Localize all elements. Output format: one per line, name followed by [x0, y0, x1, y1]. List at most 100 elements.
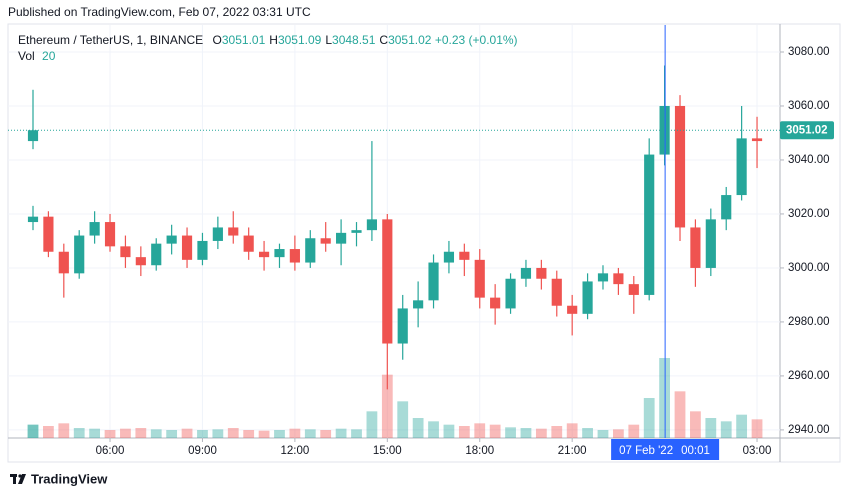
- x-tick-label: 09:00: [188, 445, 217, 457]
- ohlc-label: C: [379, 33, 388, 47]
- symbol: Ethereum / TetherUS, 1, BINANCE: [18, 33, 203, 47]
- candle-body: [382, 219, 393, 344]
- candle-body: [751, 138, 763, 142]
- candle-body: [258, 251, 270, 258]
- volume-bar: [520, 428, 532, 438]
- candle-body: [135, 257, 146, 266]
- volume-bar: [381, 374, 393, 438]
- volume-bar: [166, 430, 178, 438]
- y-tick-label: 3080.00: [788, 46, 830, 58]
- volume-bar: [690, 411, 701, 438]
- volume-bar: [505, 427, 516, 438]
- y-tick-label: 2960.00: [788, 370, 830, 382]
- volume-layer: [27, 358, 763, 438]
- volume-bar: [27, 424, 39, 438]
- candle-body: [582, 281, 593, 314]
- candle-body: [721, 195, 732, 220]
- volume-bar: [212, 429, 224, 438]
- ohlc-label: H: [269, 33, 278, 47]
- volume-bar: [227, 428, 239, 438]
- candle-body: [443, 251, 455, 263]
- volume-bar: [489, 424, 501, 438]
- volume-bar: [366, 411, 378, 438]
- volume-bar: [258, 430, 270, 438]
- x-tick-label: 06:00: [96, 445, 125, 457]
- candle-body: [736, 138, 747, 196]
- candle-body: [27, 216, 39, 223]
- candle-body: [58, 251, 69, 274]
- volume-bar: [582, 428, 593, 438]
- candle-body: [644, 154, 655, 295]
- volume-bar: [674, 391, 686, 438]
- y-tick-label: 2980.00: [788, 316, 830, 328]
- volume-bar: [751, 419, 763, 438]
- volume-bar: [535, 428, 547, 438]
- volume-bar: [73, 428, 85, 438]
- candle-body: [520, 267, 532, 279]
- candle-body: [320, 238, 331, 244]
- candle-body: [628, 284, 639, 295]
- candle-body: [705, 219, 716, 268]
- ohlc-value: 3048.51: [332, 33, 376, 47]
- volume-bar: [120, 428, 131, 438]
- candle-body: [336, 232, 347, 244]
- candle-body: [120, 246, 131, 258]
- grid: 2940.00 2960.00 2980.00 3000.00 3020.00 3040.…: [8, 25, 830, 457]
- candle-layer: [27, 65, 763, 390]
- candle-body: [597, 273, 609, 282]
- candle-body: [289, 249, 300, 263]
- candle-body: [181, 235, 193, 260]
- volume-bar: [612, 429, 624, 438]
- ohlc-label: L: [325, 33, 332, 47]
- candle-body: [212, 227, 223, 241]
- candle-body: [243, 235, 254, 252]
- candle-body: [490, 297, 501, 309]
- x-tick-label: 18:00: [465, 445, 494, 457]
- candle-body: [366, 219, 377, 231]
- volume-bar: [135, 428, 147, 438]
- candle-body: [151, 243, 162, 266]
- volume-bar: [304, 429, 316, 438]
- logo: [10, 474, 26, 484]
- last-price-label: 3051.02: [786, 124, 828, 136]
- published-note: Published on TradingView.com, Feb 07, 20…: [8, 5, 311, 19]
- candle-body: [551, 278, 562, 306]
- volume-bar: [566, 423, 578, 438]
- candle-body: [505, 278, 516, 309]
- candle-body: [613, 273, 624, 285]
- volume-bar: [335, 428, 347, 438]
- y-tick-label: 3020.00: [788, 208, 830, 220]
- candle-body: [43, 216, 54, 252]
- volume-bar: [58, 423, 70, 438]
- volume-bar: [397, 401, 409, 438]
- candle-body: [166, 235, 177, 244]
- volume-legend: Vol 20: [18, 49, 56, 63]
- crosshair-box: [611, 439, 720, 460]
- candle-body: [459, 251, 470, 260]
- volume-bar: [736, 414, 748, 438]
- volume-bar: [474, 423, 486, 438]
- candle-body: [228, 227, 239, 236]
- candle-body: [690, 227, 701, 268]
- ohlc-value: 3051.02: [388, 33, 432, 47]
- candle-body: [474, 259, 485, 298]
- ohlc: O3051.01 H3051.09 L3048.51 C3051.02: [213, 33, 432, 47]
- candle-body: [74, 235, 85, 274]
- volume-bar: [659, 358, 670, 438]
- x-tick-label: 21:00: [558, 445, 587, 457]
- volume-bar: [412, 418, 424, 438]
- x-tick-label: 03:00: [743, 445, 772, 457]
- volume-bar: [181, 428, 193, 438]
- ohlc-label: O: [213, 33, 222, 47]
- candle-body: [104, 222, 116, 247]
- volume-bar: [720, 421, 732, 438]
- volume-bar: [243, 430, 255, 438]
- volume-bar: [150, 429, 162, 438]
- chart-frame: [7, 23, 841, 463]
- legend-line: Ethereum / TetherUS, 1, BINANCE O3051.01…: [18, 33, 518, 47]
- volume-bar: [27, 424, 39, 438]
- candle-body: [397, 308, 408, 344]
- y-tick-label: 3060.00: [788, 100, 830, 112]
- overlay-layer: 3051.02 07 Feb '22 00:01: [8, 25, 834, 460]
